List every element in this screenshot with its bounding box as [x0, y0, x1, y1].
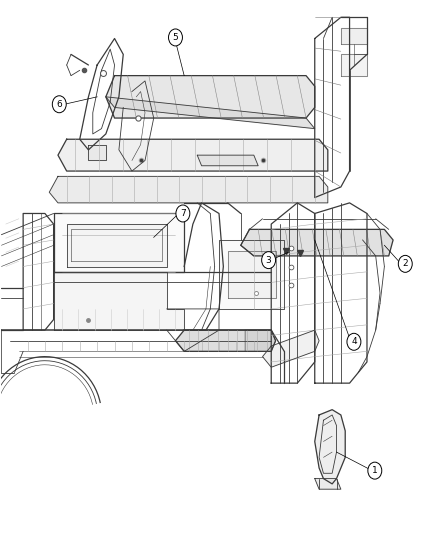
Text: 1: 1 [372, 466, 378, 475]
Polygon shape [315, 410, 345, 484]
Polygon shape [67, 224, 167, 266]
Polygon shape [53, 214, 184, 272]
Polygon shape [315, 479, 341, 489]
Polygon shape [241, 229, 393, 256]
Circle shape [52, 96, 66, 113]
Text: 6: 6 [57, 100, 62, 109]
Text: 3: 3 [266, 256, 272, 265]
Polygon shape [88, 144, 106, 160]
Circle shape [261, 252, 276, 269]
Circle shape [169, 29, 183, 46]
Circle shape [176, 205, 190, 222]
Polygon shape [53, 272, 184, 330]
Circle shape [347, 333, 361, 350]
Polygon shape [245, 330, 276, 351]
Circle shape [368, 462, 382, 479]
Polygon shape [58, 139, 328, 171]
Polygon shape [341, 54, 367, 76]
Polygon shape [106, 97, 315, 128]
Text: 4: 4 [351, 337, 357, 346]
Polygon shape [197, 155, 258, 166]
Polygon shape [341, 28, 367, 44]
Polygon shape [219, 240, 284, 309]
Text: 2: 2 [403, 260, 408, 268]
Polygon shape [106, 76, 315, 118]
Polygon shape [49, 176, 328, 203]
Polygon shape [176, 330, 276, 351]
Circle shape [398, 255, 412, 272]
Polygon shape [262, 330, 319, 367]
Text: 7: 7 [180, 209, 186, 218]
Text: 5: 5 [173, 33, 178, 42]
Polygon shape [228, 251, 276, 298]
